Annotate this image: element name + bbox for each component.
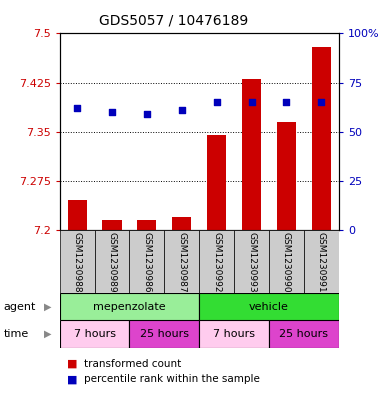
Text: agent: agent xyxy=(4,301,36,312)
Text: GDS5057 / 10476189: GDS5057 / 10476189 xyxy=(99,14,248,28)
Bar xyxy=(129,320,199,348)
Point xyxy=(214,99,220,105)
Point xyxy=(318,99,325,105)
Point xyxy=(283,99,290,105)
Text: 7 hours: 7 hours xyxy=(74,329,116,339)
Bar xyxy=(199,293,339,320)
Text: ■: ■ xyxy=(67,374,78,384)
Text: GSM1230987: GSM1230987 xyxy=(177,232,186,292)
Text: vehicle: vehicle xyxy=(249,301,289,312)
Text: transformed count: transformed count xyxy=(84,358,181,369)
Bar xyxy=(242,79,261,230)
Bar xyxy=(269,320,339,348)
Bar xyxy=(60,320,129,348)
Bar xyxy=(234,230,269,293)
Text: GSM1230988: GSM1230988 xyxy=(73,232,82,292)
Bar xyxy=(277,122,296,230)
Bar xyxy=(304,230,339,293)
Text: 25 hours: 25 hours xyxy=(280,329,328,339)
Text: GSM1230989: GSM1230989 xyxy=(107,232,117,292)
Bar xyxy=(199,230,234,293)
Bar xyxy=(60,293,199,320)
Bar xyxy=(269,230,304,293)
Bar xyxy=(129,230,164,293)
Text: ▶: ▶ xyxy=(44,301,52,312)
Text: 7 hours: 7 hours xyxy=(213,329,255,339)
Point xyxy=(74,105,80,111)
Text: GSM1230993: GSM1230993 xyxy=(247,232,256,292)
Bar xyxy=(95,230,129,293)
Bar xyxy=(312,46,331,230)
Text: ■: ■ xyxy=(67,358,78,369)
Point xyxy=(109,109,115,115)
Text: GSM1230992: GSM1230992 xyxy=(212,232,221,292)
Text: 25 hours: 25 hours xyxy=(140,329,189,339)
Bar xyxy=(60,230,95,293)
Point xyxy=(144,111,150,117)
Text: GSM1230990: GSM1230990 xyxy=(282,232,291,292)
Point xyxy=(179,107,185,113)
Text: ▶: ▶ xyxy=(44,329,52,339)
Bar xyxy=(199,320,269,348)
Bar xyxy=(172,217,191,230)
Bar xyxy=(207,135,226,230)
Point xyxy=(248,99,254,105)
Bar xyxy=(137,220,156,230)
Text: time: time xyxy=(4,329,29,339)
Bar xyxy=(67,200,87,230)
Text: mepenzolate: mepenzolate xyxy=(93,301,166,312)
Bar xyxy=(102,220,122,230)
Bar xyxy=(164,230,199,293)
Text: GSM1230986: GSM1230986 xyxy=(142,232,151,292)
Text: percentile rank within the sample: percentile rank within the sample xyxy=(84,374,259,384)
Text: GSM1230991: GSM1230991 xyxy=(317,232,326,292)
